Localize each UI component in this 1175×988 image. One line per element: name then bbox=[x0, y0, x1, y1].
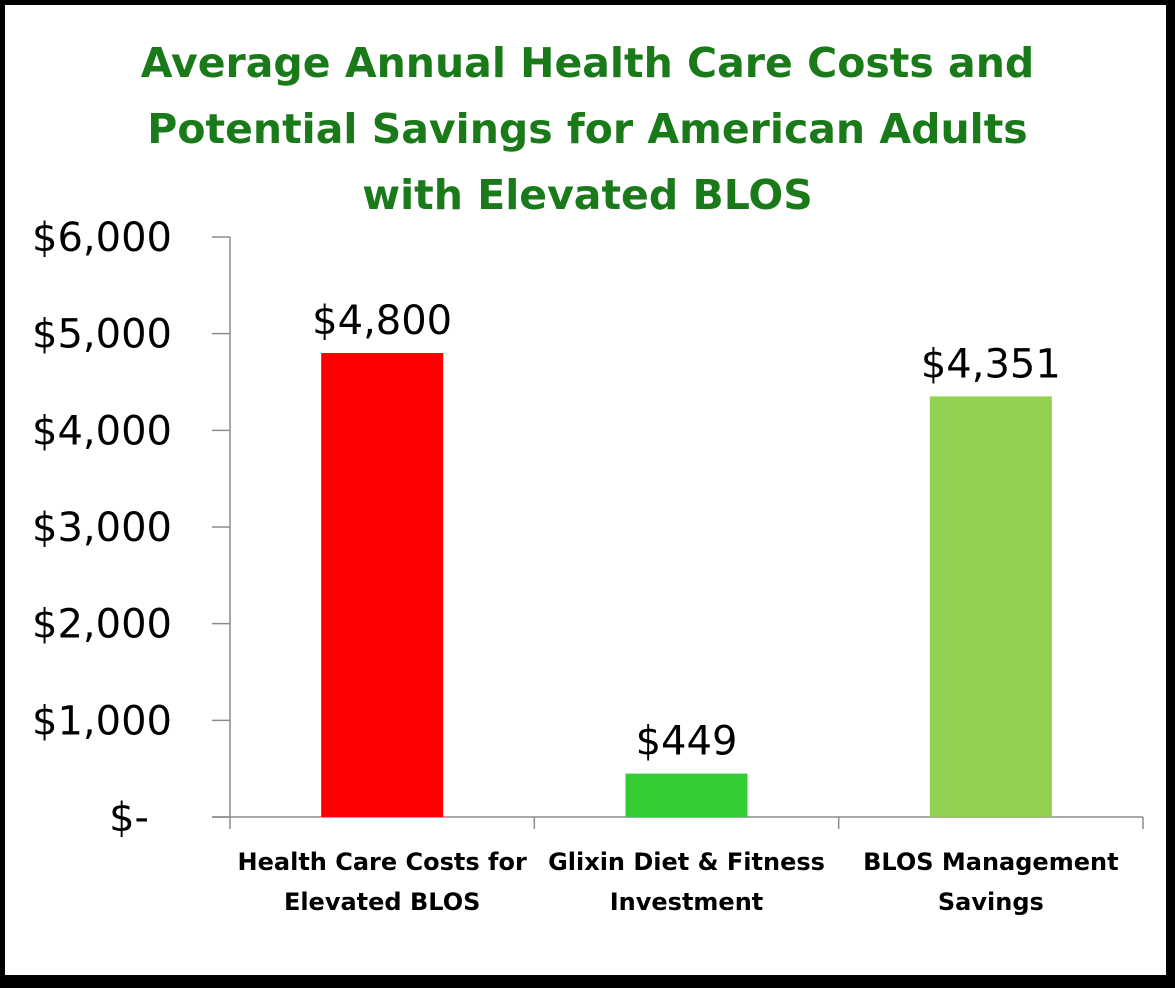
y-tick-label: $- bbox=[109, 795, 149, 841]
bars bbox=[321, 353, 1052, 817]
y-tick-label: $2,000 bbox=[32, 602, 172, 648]
chart-title-line-2: Potential Savings for American Adults bbox=[147, 105, 1028, 153]
bar bbox=[929, 396, 1052, 817]
y-tick-label: $5,000 bbox=[32, 312, 172, 358]
data-label: $4,351 bbox=[921, 341, 1061, 387]
labels: $4,800 Health Care Costs for Elevated BLOS… bbox=[238, 298, 1119, 916]
chart-title-line-1: Average Annual Health Care Costs and bbox=[140, 39, 1035, 87]
data-label: $449 bbox=[636, 719, 738, 765]
y-tick-label: $4,000 bbox=[32, 408, 172, 454]
x-category-label: Investment bbox=[610, 888, 764, 916]
x-category-label: Health Care Costs for bbox=[238, 848, 527, 876]
x-category-label: Savings bbox=[938, 888, 1044, 916]
x-category-label: BLOS Management bbox=[863, 848, 1118, 876]
x-category-label: Elevated BLOS bbox=[284, 888, 480, 916]
y-tick-label: $6,000 bbox=[32, 215, 172, 261]
data-label: $4,800 bbox=[312, 298, 452, 344]
y-tick-label: $3,000 bbox=[32, 505, 172, 551]
bar bbox=[625, 773, 748, 817]
y-tick-label: $1,000 bbox=[32, 698, 172, 744]
bar bbox=[321, 353, 444, 817]
chart-title: Average Annual Health Care Costs and Pot… bbox=[0, 30, 1175, 228]
chart-title-line-3: with Elevated BLOS bbox=[362, 171, 813, 219]
x-category-label: Glixin Diet & Fitness bbox=[548, 848, 825, 876]
